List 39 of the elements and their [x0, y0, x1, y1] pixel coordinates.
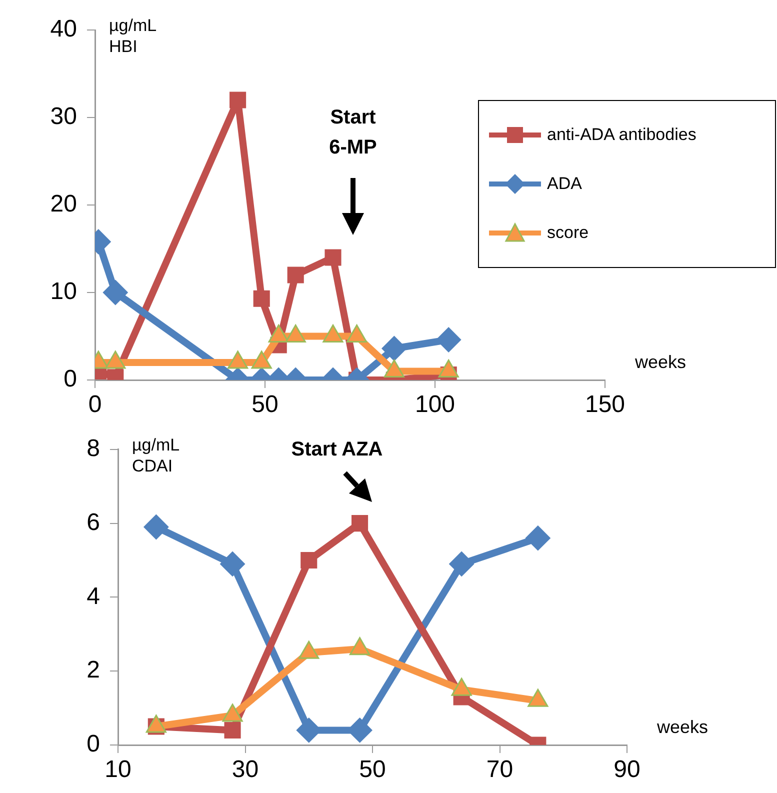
y-tick-label: 0	[86, 730, 100, 758]
x-axis-title: weeks	[634, 352, 686, 372]
y-tick-label: 0	[64, 366, 77, 393]
point	[528, 688, 548, 707]
y-tick-label: 2	[86, 656, 100, 684]
x-tick-label: 50	[359, 756, 386, 784]
point	[298, 640, 320, 659]
x-tick-label: 30	[232, 756, 259, 784]
point	[451, 678, 472, 696]
point	[300, 552, 318, 569]
point	[222, 704, 243, 722]
y-tick-label: 4	[86, 582, 100, 610]
annotation: Start 6-MP	[329, 106, 377, 159]
legend-label: score	[547, 222, 589, 243]
point	[146, 714, 166, 733]
y-axis-title: µg/mL HBI	[109, 16, 157, 56]
point	[449, 551, 474, 576]
x-tick-label: 150	[584, 391, 626, 418]
point	[220, 551, 246, 576]
point	[350, 637, 370, 656]
y-tick-label: 8	[86, 435, 100, 462]
x-tick-label: 100	[414, 391, 456, 418]
legend-label: anti-ADA antibodies	[547, 125, 696, 146]
annotation: Start AZA	[291, 438, 383, 461]
x-tick-label: 70	[486, 756, 514, 784]
y-tick-label: 30	[50, 103, 77, 130]
point	[525, 526, 550, 551]
point	[351, 515, 368, 532]
y-tick-label: 40	[50, 16, 77, 43]
point	[144, 514, 169, 540]
y-tick-label: 10	[50, 278, 77, 306]
x-axis-title: weeks	[656, 716, 708, 737]
y-tick-label: 6	[86, 508, 100, 536]
legend-label: ADA	[547, 174, 582, 194]
x-tick-label: 90	[614, 756, 640, 784]
y-tick-label: 20	[50, 190, 77, 218]
x-tick-label: 50	[252, 391, 278, 418]
y-axis-title: µg/mL CDAI	[132, 436, 180, 476]
x-tick-label: 10	[104, 756, 132, 784]
